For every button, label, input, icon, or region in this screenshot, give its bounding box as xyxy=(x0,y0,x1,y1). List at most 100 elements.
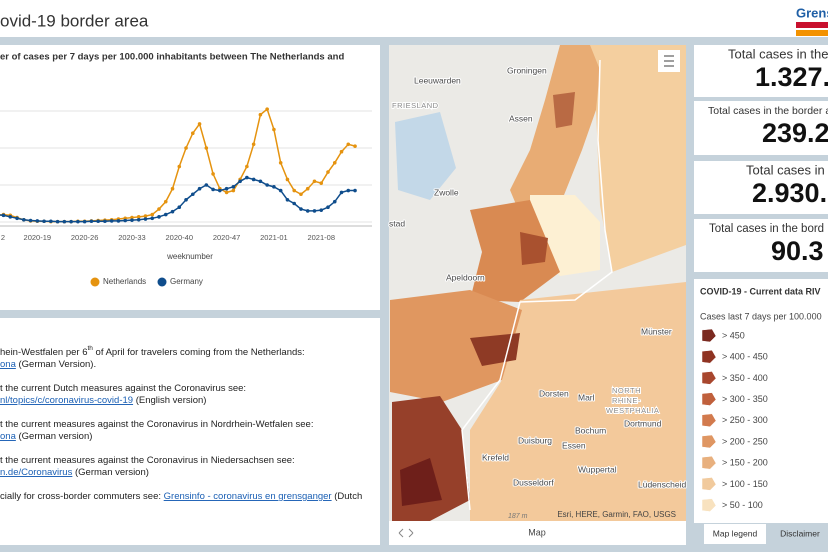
map-label: Assen xyxy=(509,113,533,123)
data-point xyxy=(312,179,317,184)
map-label: NORTH xyxy=(612,386,641,395)
map-label: Dorsten xyxy=(539,388,569,398)
data-point xyxy=(49,219,53,224)
data-point xyxy=(123,218,127,223)
stat-value: 2.930. xyxy=(752,178,827,208)
tab[interactable]: Disclaimer xyxy=(780,528,820,538)
tab-active[interactable] xyxy=(704,524,766,544)
x-tick-label: 2020-19 xyxy=(24,233,52,242)
data-point xyxy=(305,209,310,213)
info-line: t the current Dutch measures against the… xyxy=(0,383,246,394)
data-point xyxy=(191,192,195,197)
legend-swatch xyxy=(90,277,100,287)
info-text: (German version) xyxy=(16,431,93,442)
data-point xyxy=(285,198,290,202)
x-tick-label: 2020-40 xyxy=(166,233,194,242)
data-point xyxy=(184,146,188,150)
data-point xyxy=(82,219,87,224)
map-label: Krefeld xyxy=(482,452,509,462)
data-point xyxy=(197,186,202,191)
info-line: ona (German version) xyxy=(0,431,92,442)
data-point xyxy=(299,192,303,197)
map-label: Dortmund xyxy=(624,418,662,428)
x-tick-label: 2020-33 xyxy=(118,233,146,242)
border xyxy=(461,59,613,511)
legend-swatch xyxy=(701,349,717,364)
data-point xyxy=(224,190,229,195)
data-point xyxy=(163,212,168,217)
data-point xyxy=(163,199,168,204)
link[interactable]: ona xyxy=(0,431,17,442)
stat-label: Total cases in the border a xyxy=(708,105,828,117)
data-point xyxy=(170,209,175,214)
map-label: Bochum xyxy=(575,425,606,435)
region xyxy=(470,282,686,521)
data-point xyxy=(332,199,337,204)
map-label: Wuppertal xyxy=(578,464,617,474)
legend-label: > 100 - 150 xyxy=(722,479,768,489)
legend-swatch xyxy=(701,434,717,449)
region xyxy=(390,290,522,402)
legend-label: Germany xyxy=(170,277,203,286)
stat-label: Total cases in the xyxy=(728,46,828,61)
data-point xyxy=(89,219,94,224)
data-point xyxy=(109,219,114,223)
stat-card xyxy=(694,45,828,97)
info-line: hein-Westfalen per 6th of April for trav… xyxy=(0,345,305,357)
info-line: n.de/Coronavirus (German version) xyxy=(0,467,149,478)
data-point xyxy=(22,217,26,222)
data-point xyxy=(245,175,249,180)
link[interactable]: nl/topics/c/coronavirus-covid-19 xyxy=(0,395,133,406)
data-point xyxy=(76,219,80,224)
legend-swatch xyxy=(701,413,717,428)
map-label: Duisburg xyxy=(518,435,552,445)
legend-swatch xyxy=(701,477,717,491)
attribution: Esri, HERE, Garmin, FAO, USGS xyxy=(557,510,676,519)
info-line: ona (German Version). xyxy=(0,359,96,370)
link[interactable]: n.de/Coronavirus xyxy=(0,467,73,478)
map: Leeuwarden Groningen FRIESLAND Assen Zwo… xyxy=(388,45,687,521)
data-point xyxy=(272,185,276,189)
lake xyxy=(395,112,456,200)
info-text: hein-Westfalen per 6 xyxy=(0,347,88,358)
data-point xyxy=(218,188,222,193)
data-point xyxy=(258,179,263,184)
map-label: Marl xyxy=(578,392,595,402)
data-point xyxy=(278,188,283,193)
data-point xyxy=(265,107,269,111)
x-tick-label: 2 xyxy=(1,233,5,242)
data-point xyxy=(299,207,303,211)
data-point xyxy=(211,187,215,192)
data-point xyxy=(326,205,330,209)
data-point xyxy=(339,149,344,154)
data-point xyxy=(15,216,19,221)
data-point xyxy=(305,186,310,191)
legend-swatch xyxy=(701,328,717,343)
info-line: nl/topics/c/coronavirus-covid-19 (Englis… xyxy=(0,395,206,406)
legend-label: > 300 - 350 xyxy=(722,394,768,404)
link[interactable]: ona xyxy=(0,359,17,370)
data-point xyxy=(184,198,188,202)
data-point xyxy=(245,164,249,169)
legend-swatch xyxy=(701,392,717,406)
logo: Grens xyxy=(796,5,828,20)
data-point xyxy=(191,131,195,135)
data-point xyxy=(204,183,209,187)
x-tick-label: 2021-01 xyxy=(260,233,288,242)
tab[interactable]: Map legend xyxy=(713,528,758,538)
link[interactable]: Grensinfo - coronavirus en grensganger xyxy=(164,491,332,502)
region xyxy=(590,45,686,272)
legend-label: > 400 - 450 xyxy=(722,352,768,362)
data-point xyxy=(55,219,60,224)
nav-arrows[interactable] xyxy=(398,528,414,538)
map-label: FRIESLAND xyxy=(392,101,439,110)
data-point xyxy=(272,127,276,132)
data-point xyxy=(143,217,148,221)
map-label: stad xyxy=(389,218,405,228)
x-axis-title: weeknumber xyxy=(166,252,213,261)
x-tick-label: 2020-26 xyxy=(71,233,99,242)
data-point xyxy=(177,164,182,169)
data-point xyxy=(285,177,290,182)
info-line: cially for cross-border commuters see: G… xyxy=(0,491,362,502)
data-point xyxy=(312,209,317,213)
